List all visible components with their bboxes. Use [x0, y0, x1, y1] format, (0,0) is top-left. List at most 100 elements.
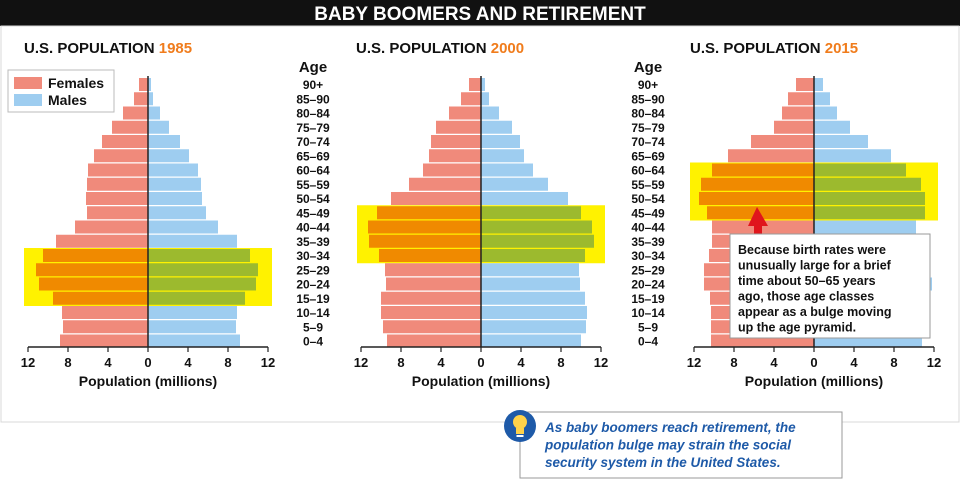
female-bar	[712, 220, 814, 234]
age-label: 85–90	[631, 92, 665, 106]
age-label: 75–79	[631, 121, 665, 135]
female-bar	[43, 249, 148, 262]
female-bar	[461, 92, 481, 106]
male-bar	[481, 149, 524, 163]
female-bar	[75, 220, 148, 234]
female-bar	[53, 291, 148, 305]
x-tick-label: 12	[21, 355, 35, 370]
male-bar	[814, 206, 925, 220]
male-bar	[148, 249, 250, 262]
male-bar	[481, 106, 499, 120]
legend-swatch-females	[14, 77, 42, 89]
age-axis-right: Age 90+85–9080–8475–7970–7465–6960–6455–5…	[631, 59, 665, 349]
female-bar	[36, 263, 148, 277]
female-bar	[782, 106, 814, 120]
age-label: 40–44	[296, 221, 330, 235]
female-bar	[436, 120, 481, 134]
male-bar	[148, 220, 218, 234]
female-bar	[134, 92, 148, 106]
age-label: 40–44	[631, 221, 665, 235]
male-bar	[814, 149, 891, 163]
chart-title-prefix: U.S. POPULATION	[24, 40, 159, 57]
female-bar	[102, 135, 148, 148]
age-label: 90+	[638, 78, 658, 92]
female-bar	[87, 206, 148, 220]
male-bar	[148, 177, 201, 191]
bulge-callout: Because birth rates were unusually large …	[729, 207, 931, 339]
callout-line: appear as a bulge moving	[738, 305, 892, 319]
female-bar	[429, 149, 481, 163]
female-bar	[431, 135, 481, 148]
female-bar	[60, 334, 148, 348]
male-bar	[481, 277, 580, 291]
male-bar	[481, 135, 520, 148]
male-bar	[814, 192, 925, 205]
footer-note-box	[519, 411, 843, 479]
age-label: 85–90	[296, 92, 330, 106]
male-bar	[148, 234, 237, 248]
age-label: 10–14	[631, 306, 665, 320]
age-label: 15–19	[296, 292, 330, 306]
legend-swatch-males	[14, 94, 42, 106]
chart-title-1985: U.S. POPULATION 1985	[24, 40, 192, 57]
female-bar	[368, 220, 481, 234]
x-axis-title: Population (millions)	[745, 373, 883, 389]
female-bar	[369, 234, 481, 248]
male-bar	[481, 234, 594, 248]
female-bar	[383, 320, 481, 334]
age-label: 35–39	[631, 235, 665, 249]
x-tick-label: 4	[104, 355, 112, 370]
footer-note-line: As baby boomers reach retirement, the	[544, 420, 796, 435]
female-bar	[87, 177, 148, 191]
age-header: Age	[634, 59, 662, 76]
male-bar	[148, 306, 237, 319]
male-bar	[148, 334, 240, 348]
male-bar	[814, 135, 868, 148]
x-tick-label: 4	[770, 355, 778, 370]
callout-line: time about 50–65 years	[738, 274, 876, 288]
female-bar	[123, 106, 148, 120]
x-tick-label: 8	[730, 355, 737, 370]
female-bar	[386, 277, 481, 291]
header-bar	[0, 0, 960, 26]
female-bar	[391, 192, 481, 205]
female-bar	[699, 192, 814, 205]
age-label: 50–54	[631, 192, 665, 206]
x-tick-label: 8	[64, 355, 71, 370]
male-bar	[814, 106, 837, 120]
x-tick-label: 8	[890, 355, 897, 370]
female-bar	[751, 135, 814, 148]
female-bar	[62, 306, 148, 319]
male-bar	[481, 263, 579, 277]
male-bar	[481, 220, 592, 234]
x-tick-label: 12	[927, 355, 941, 370]
chart-title-2000: U.S. POPULATION 2000	[356, 40, 524, 57]
female-bar	[796, 78, 814, 91]
age-label: 25–29	[296, 263, 330, 277]
x-tick-label: 0	[810, 355, 817, 370]
callout-text: Because birth rates were unusually large …	[738, 243, 892, 335]
age-label: 45–49	[296, 206, 330, 220]
age-label: 35–39	[296, 235, 330, 249]
age-label: 55–59	[296, 178, 330, 192]
male-bar	[148, 320, 236, 334]
male-bar	[814, 92, 830, 106]
male-bar	[148, 277, 256, 291]
footer-note-line: population bulge may strain the social	[544, 438, 791, 453]
female-bar	[139, 78, 148, 91]
male-bar	[481, 120, 512, 134]
age-label: 70–74	[631, 135, 665, 149]
chart-title-prefix: U.S. POPULATION	[356, 40, 491, 57]
x-tick-label: 0	[144, 355, 151, 370]
male-bar	[814, 120, 850, 134]
pyramid-2015: 12 8 4 0 4 8 12 Population (millions)	[687, 76, 941, 389]
age-label: 80–84	[296, 107, 330, 121]
age-label: 60–64	[631, 164, 665, 178]
male-bar	[148, 206, 206, 220]
female-bar	[381, 306, 481, 319]
age-axis-left: Age 90+85–9080–8475–7970–7465–6960–6455–5…	[296, 59, 330, 349]
footer-note: As baby boomers reach retirement, the pop…	[504, 410, 843, 479]
age-label: 45–49	[631, 206, 665, 220]
x-tick-label: 4	[850, 355, 858, 370]
female-bar	[409, 177, 481, 191]
